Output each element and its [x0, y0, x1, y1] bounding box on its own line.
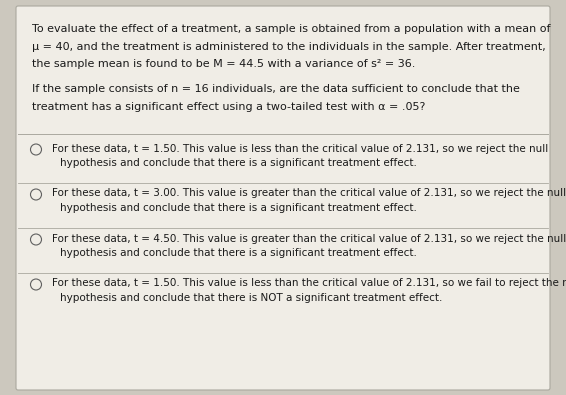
Text: hypothesis and conclude that there is a significant treatment effect.: hypothesis and conclude that there is a …: [60, 203, 417, 213]
Text: hypothesis and conclude that there is a significant treatment effect.: hypothesis and conclude that there is a …: [60, 248, 417, 258]
Text: For these data, t = 4.50. This value is greater than the critical value of 2.131: For these data, t = 4.50. This value is …: [52, 233, 566, 243]
FancyBboxPatch shape: [16, 6, 550, 390]
Text: the sample mean is found to be M = 44.5 with a variance of s² = 36.: the sample mean is found to be M = 44.5 …: [32, 59, 415, 69]
Text: For these data, t = 3.00. This value is greater than the critical value of 2.131: For these data, t = 3.00. This value is …: [52, 188, 566, 199]
Text: To evaluate the effect of a treatment, a sample is obtained from a population wi: To evaluate the effect of a treatment, a…: [32, 24, 551, 34]
Text: If the sample consists of n = 16 individuals, are the data sufficient to conclud: If the sample consists of n = 16 individ…: [32, 85, 520, 94]
Text: treatment has a significant effect using a two-tailed test with α = .05?: treatment has a significant effect using…: [32, 102, 426, 112]
Text: μ = 40, and the treatment is administered to the individuals in the sample. Afte: μ = 40, and the treatment is administere…: [32, 41, 546, 51]
Text: hypothesis and conclude that there is NOT a significant treatment effect.: hypothesis and conclude that there is NO…: [60, 293, 443, 303]
Text: hypothesis and conclude that there is a significant treatment effect.: hypothesis and conclude that there is a …: [60, 158, 417, 168]
Text: For these data, t = 1.50. This value is less than the critical value of 2.131, s: For these data, t = 1.50. This value is …: [52, 278, 566, 288]
Text: For these data, t = 1.50. This value is less than the critical value of 2.131, s: For these data, t = 1.50. This value is …: [52, 143, 548, 154]
